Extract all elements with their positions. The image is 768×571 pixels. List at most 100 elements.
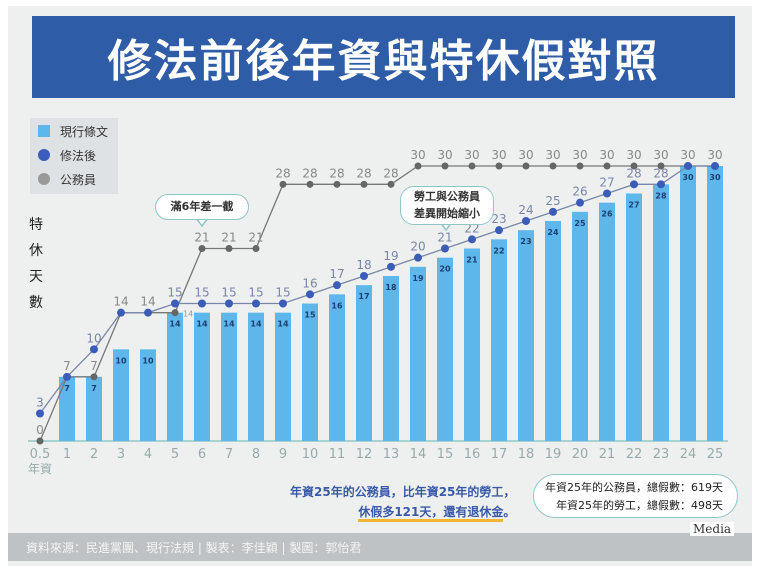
civil-label: 30 bbox=[680, 148, 695, 162]
amended-line bbox=[39, 165, 715, 414]
x-tick-label: 0.5 bbox=[30, 447, 51, 462]
x-tick-label: 8 bbox=[252, 447, 260, 462]
x-tick-label: 10 bbox=[302, 447, 319, 462]
amended-point bbox=[711, 162, 719, 170]
legend-swatch-bar bbox=[38, 125, 50, 137]
amended-point bbox=[603, 189, 611, 198]
amended-label: 17 bbox=[329, 267, 344, 281]
amended-label: 3 bbox=[36, 396, 44, 410]
civil-label: 21 bbox=[194, 231, 209, 245]
note-end: 。 bbox=[503, 505, 516, 519]
civil-point bbox=[414, 162, 422, 170]
callout-line: 差異開始縮小 bbox=[414, 207, 480, 220]
x-tick-label: 20 bbox=[572, 447, 589, 462]
bar-label: 22 bbox=[493, 246, 504, 255]
civil-label: 28 bbox=[302, 166, 317, 180]
civil-label: 21 bbox=[221, 231, 236, 245]
bar bbox=[707, 166, 723, 441]
x-tick-label: 7 bbox=[225, 447, 233, 462]
x-tick-label: 6 bbox=[198, 447, 206, 462]
bar-label: 16 bbox=[331, 301, 343, 310]
bar-label: 14 bbox=[277, 320, 289, 329]
amended-label: 27 bbox=[599, 176, 614, 190]
bar-label: 27 bbox=[628, 201, 639, 210]
civil-point bbox=[252, 245, 260, 252]
civil-point bbox=[279, 180, 287, 188]
bar bbox=[626, 193, 642, 441]
source-footer: 資料來源：民進黨團、現行法規 | 製表：李佳穎 | 製圖：郭怡君 bbox=[8, 533, 752, 561]
civil-label: 14 bbox=[113, 295, 128, 309]
totals-box: 年資25年的公務員，總假數：619天 年資25年的勞工，總假數：498天 bbox=[533, 474, 738, 518]
bar bbox=[545, 221, 561, 441]
civil-label: 30 bbox=[707, 148, 722, 162]
civil-point bbox=[198, 245, 206, 252]
bar bbox=[248, 312, 264, 441]
x-tick-label: 23 bbox=[653, 447, 670, 462]
bar-label: 14 bbox=[250, 320, 262, 329]
callout-six-years: 滿6年差一截 bbox=[155, 194, 249, 220]
civil-label: 21 bbox=[248, 231, 263, 245]
amended-point bbox=[36, 409, 44, 418]
x-tick-label: 2 bbox=[90, 447, 98, 462]
x-tick-label: 15 bbox=[437, 447, 454, 462]
bar-label: 24 bbox=[547, 228, 559, 237]
civil-point bbox=[468, 162, 476, 170]
bar bbox=[221, 312, 237, 441]
civil-label: 30 bbox=[518, 148, 533, 162]
civil-point bbox=[441, 162, 449, 170]
civil-label: 30 bbox=[626, 148, 641, 162]
civil-point bbox=[360, 180, 368, 188]
x-tick-label: 19 bbox=[545, 447, 562, 462]
legend-label: 修法後 bbox=[60, 148, 97, 163]
bar bbox=[653, 184, 669, 442]
amended-label: 15 bbox=[194, 286, 209, 300]
note-line: 休假多121天，還有退休金。 bbox=[290, 502, 515, 522]
bar bbox=[680, 166, 696, 441]
amended-point bbox=[630, 180, 638, 189]
bar bbox=[599, 202, 615, 441]
bar bbox=[59, 376, 75, 441]
civil-label: 30 bbox=[464, 148, 479, 162]
civil-point bbox=[549, 162, 557, 170]
amended-label: 18 bbox=[356, 258, 371, 272]
x-tick-label: 18 bbox=[518, 447, 535, 462]
amended-point bbox=[117, 308, 125, 317]
bar bbox=[194, 312, 210, 441]
bar-label: 14 bbox=[223, 320, 235, 329]
note-highlight: 休假多121天，還有退休金 bbox=[358, 505, 504, 522]
bar bbox=[572, 211, 588, 441]
amended-point bbox=[387, 262, 395, 271]
bar-label: 10 bbox=[115, 356, 127, 365]
civil-label: 30 bbox=[410, 148, 425, 162]
civil-point bbox=[657, 162, 665, 170]
total-labor: 年資25年的勞工，總假數：498天 bbox=[556, 499, 723, 512]
bar-label: 21 bbox=[466, 256, 478, 265]
civil-label: 7 bbox=[63, 359, 71, 373]
amended-label: 20 bbox=[410, 240, 425, 254]
amended-point bbox=[414, 253, 422, 262]
civil-point bbox=[333, 180, 341, 188]
bar bbox=[302, 303, 318, 441]
civil-label: 7 bbox=[90, 359, 98, 373]
legend-label: 公務員 bbox=[60, 172, 97, 187]
x-tick-label: 14 bbox=[410, 447, 427, 462]
bar bbox=[437, 257, 453, 441]
x-tick-label: 1 bbox=[63, 447, 71, 462]
x-tick-label: 21 bbox=[599, 447, 616, 462]
amended-label: 15 bbox=[248, 286, 263, 300]
note-line: 年資25年的公務員，比年資25年的勞工， bbox=[290, 485, 516, 499]
callout-line: 勞工與公務員 bbox=[414, 190, 480, 203]
amended-label: 10 bbox=[86, 331, 101, 345]
legend-label: 現行條文 bbox=[60, 124, 109, 139]
civil-point bbox=[495, 162, 503, 170]
civil-point bbox=[90, 373, 98, 381]
civil-point bbox=[306, 180, 314, 188]
callout-pointer bbox=[195, 217, 209, 228]
bar bbox=[356, 285, 372, 441]
civil-label: 30 bbox=[599, 148, 614, 162]
x-tick-label: 22 bbox=[626, 447, 643, 462]
y-axis-label: 特休天數 bbox=[29, 217, 43, 311]
x-tick-label: 3 bbox=[117, 447, 125, 462]
amended-point bbox=[549, 207, 557, 216]
